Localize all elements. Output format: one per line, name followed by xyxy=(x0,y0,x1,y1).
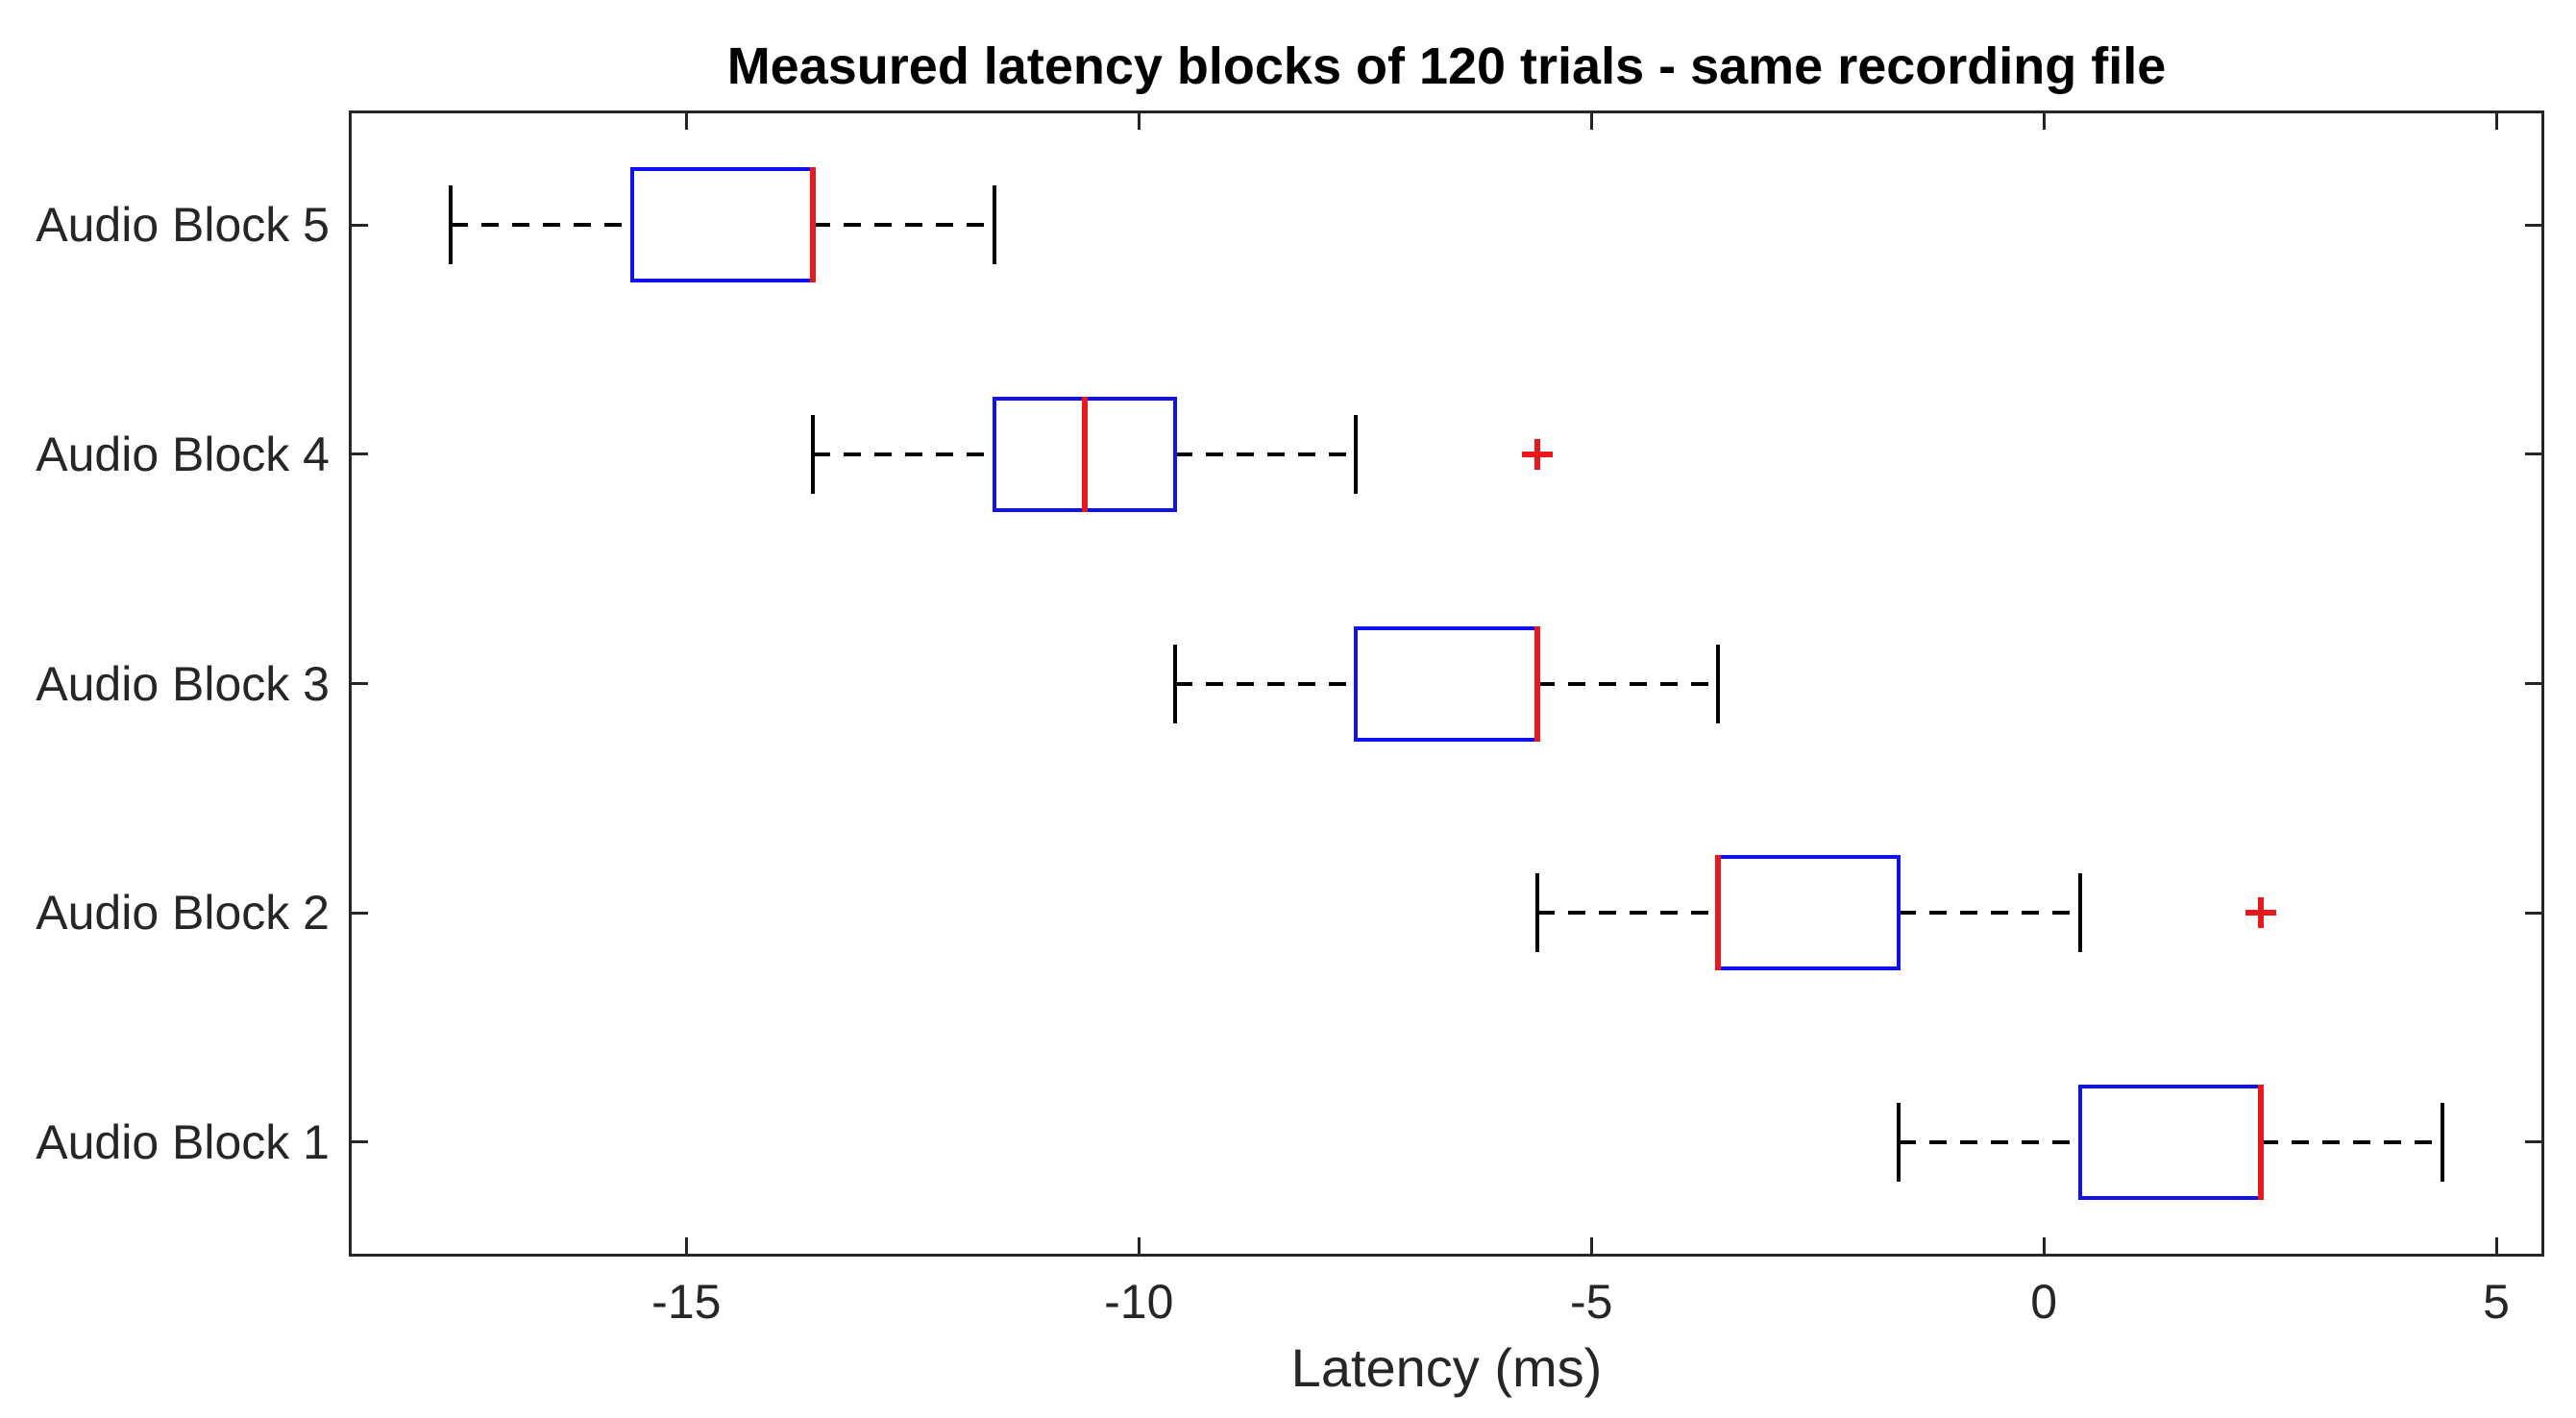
x-tick-bottom xyxy=(2494,1237,2498,1257)
x-tick-top xyxy=(1137,110,1141,130)
x-tick-label: 0 xyxy=(2030,1275,2058,1329)
whisker-cap-high-audio-block-3 xyxy=(1716,644,1721,723)
whisker-cap-high-audio-block-4 xyxy=(1354,414,1359,494)
whisker-cap-low-audio-block-2 xyxy=(1534,873,1539,953)
outlier-marker-audio-block-4 xyxy=(1533,438,1540,470)
y-tick-label: Audio Block 2 xyxy=(36,886,330,941)
y-tick-left xyxy=(349,223,368,227)
median-line-audio-block-3 xyxy=(1533,625,1540,742)
x-tick-label: -10 xyxy=(1104,1275,1174,1329)
whisker-line-low-audio-block-5 xyxy=(451,223,632,228)
y-tick-left xyxy=(349,452,368,456)
whisker-line-high-audio-block-4 xyxy=(1174,452,1357,456)
whisker-cap-low-audio-block-1 xyxy=(1897,1102,1901,1182)
box-audio-block-1 xyxy=(2077,1084,2264,1200)
x-tick-bottom xyxy=(2042,1237,2046,1257)
x-tick-top xyxy=(684,110,688,130)
y-tick-right xyxy=(2525,682,2544,685)
box-audio-block-2 xyxy=(1716,855,1901,971)
y-tick-left xyxy=(349,911,368,915)
whisker-cap-high-audio-block-2 xyxy=(2077,873,2082,953)
chart-title: Measured latency blocks of 120 trials - … xyxy=(726,37,2167,95)
x-tick-bottom xyxy=(684,1237,688,1257)
x-tick-label: -5 xyxy=(1569,1275,1613,1329)
y-tick-label: Audio Block 3 xyxy=(36,656,330,711)
whisker-cap-low-audio-block-4 xyxy=(811,414,816,494)
y-tick-right xyxy=(2525,911,2544,915)
y-tick-label: Audio Block 4 xyxy=(36,427,330,481)
box-audio-block-5 xyxy=(629,167,816,283)
median-line-audio-block-2 xyxy=(1715,855,1722,971)
whisker-line-low-audio-block-3 xyxy=(1174,681,1357,686)
outlier-marker-audio-block-2 xyxy=(2258,897,2265,929)
whisker-line-high-audio-block-2 xyxy=(1899,911,2080,916)
y-tick-left xyxy=(349,682,368,685)
box-audio-block-3 xyxy=(1354,625,1539,742)
x-tick-bottom xyxy=(1137,1237,1141,1257)
median-line-audio-block-4 xyxy=(1081,396,1088,512)
x-tick-top xyxy=(2494,110,2498,130)
y-tick-label: Audio Block 1 xyxy=(36,1114,330,1169)
whisker-cap-high-audio-block-1 xyxy=(2440,1102,2444,1182)
y-tick-left xyxy=(349,1140,368,1144)
whisker-line-low-audio-block-1 xyxy=(1899,1139,2080,1144)
x-tick-top xyxy=(1589,110,1593,130)
whisker-line-high-audio-block-1 xyxy=(2261,1139,2442,1144)
whisker-line-low-audio-block-2 xyxy=(1536,911,1719,916)
whisker-cap-high-audio-block-5 xyxy=(992,185,996,265)
whisker-cap-low-audio-block-3 xyxy=(1172,644,1177,723)
y-tick-right xyxy=(2525,1140,2544,1144)
whisker-line-high-audio-block-5 xyxy=(813,223,994,228)
x-tick-top xyxy=(2042,110,2046,130)
median-line-audio-block-1 xyxy=(2258,1084,2265,1200)
y-tick-right xyxy=(2525,223,2544,227)
x-tick-bottom xyxy=(1589,1237,1593,1257)
whisker-line-high-audio-block-3 xyxy=(1536,681,1719,686)
y-tick-label: Audio Block 5 xyxy=(36,198,330,253)
whisker-line-low-audio-block-4 xyxy=(813,452,994,456)
whisker-cap-low-audio-block-5 xyxy=(449,185,454,265)
x-tick-label: 5 xyxy=(2483,1275,2510,1329)
median-line-audio-block-5 xyxy=(810,167,817,283)
x-tick-label: -15 xyxy=(651,1275,722,1329)
x-axis-label: Latency (ms) xyxy=(1290,1337,1603,1398)
y-tick-right xyxy=(2525,452,2544,456)
